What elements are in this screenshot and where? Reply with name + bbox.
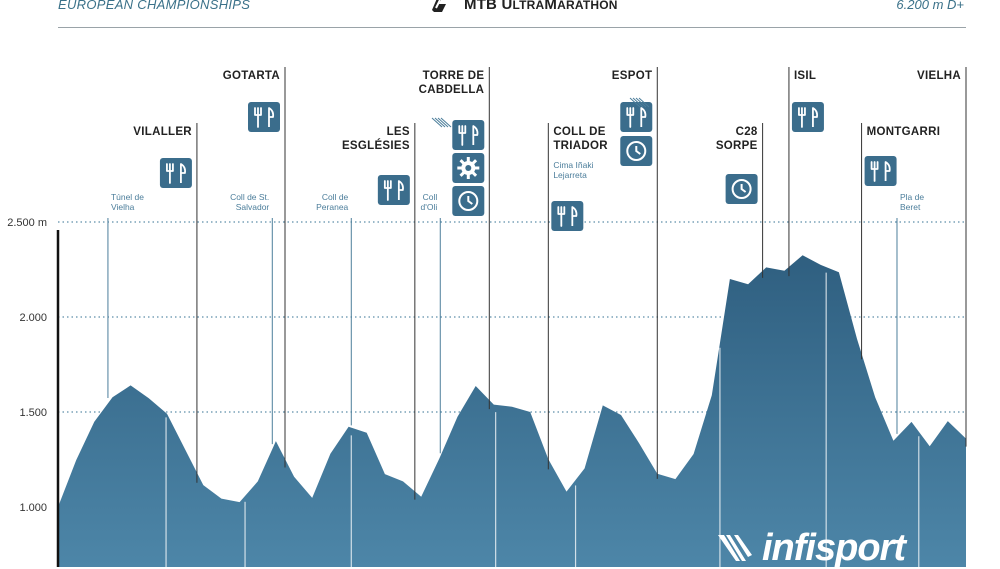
waypoint-label: ISIL — [794, 70, 816, 82]
infisport-logo-icon — [718, 535, 752, 561]
y-tick-label: 1.500 — [19, 407, 47, 419]
fork-knife-icon — [791, 102, 824, 132]
clock-icon — [620, 136, 653, 166]
summit-subtitle: Cima Iñaki Lejarreta — [553, 160, 593, 180]
logo-mark-icon — [432, 0, 446, 12]
fork-knife-icon — [248, 102, 280, 132]
waypoint-label: TORRE DE CABDELLA — [419, 70, 485, 96]
fork-knife-icon — [159, 158, 192, 188]
fork-knife-icon — [864, 156, 897, 186]
total-ascent: 6.200 m D+ — [896, 0, 964, 12]
event-title: MTB ULTRAMARATHON — [464, 0, 618, 13]
event-logo: MTB ULTRAMARATHON — [428, 0, 618, 14]
infisport-watermark: infisport — [716, 528, 906, 568]
waypoint-label: GOTARTA — [223, 70, 280, 82]
wind-stripes-icon — [431, 117, 452, 128]
fork-knife-icon — [551, 201, 584, 231]
y-tick-label: 2.500 m — [7, 217, 47, 229]
elevation-area — [58, 255, 966, 567]
championship-label: EUROPEAN CHAMPIONSHIPS — [58, 0, 251, 12]
pass-label: Coll de Peranea — [316, 192, 348, 212]
pass-label: Coll d'Oli — [421, 192, 438, 212]
waypoint-label: C28 SORPE — [716, 126, 758, 152]
fork-knife-icon — [452, 120, 485, 150]
waypoint-label: COLL DE TRIADOR — [553, 126, 608, 152]
clock-icon — [725, 174, 758, 204]
y-tick-label: 2.000 — [19, 312, 47, 324]
pass-label: Túnel de Vielha — [111, 192, 144, 212]
pass-label: Coll de St. Salvador — [230, 192, 269, 212]
waypoint-label: MONTGARRI — [867, 126, 941, 138]
clock-icon — [452, 186, 485, 216]
wind-stripes-icon — [629, 97, 650, 108]
gear-icon — [452, 153, 485, 183]
waypoint-label: ESPOT — [612, 70, 652, 82]
header-divider — [58, 27, 966, 28]
pass-label: Pla de Beret — [900, 192, 924, 212]
fork-knife-icon — [620, 102, 653, 132]
waypoint-label: VIELHA — [917, 70, 961, 82]
waypoint-label: LES ESGLÉSIES — [342, 126, 410, 152]
y-tick-label: 1.000 — [19, 502, 47, 514]
waypoint-label: VILALLER — [133, 126, 192, 138]
fork-knife-icon — [377, 175, 410, 205]
